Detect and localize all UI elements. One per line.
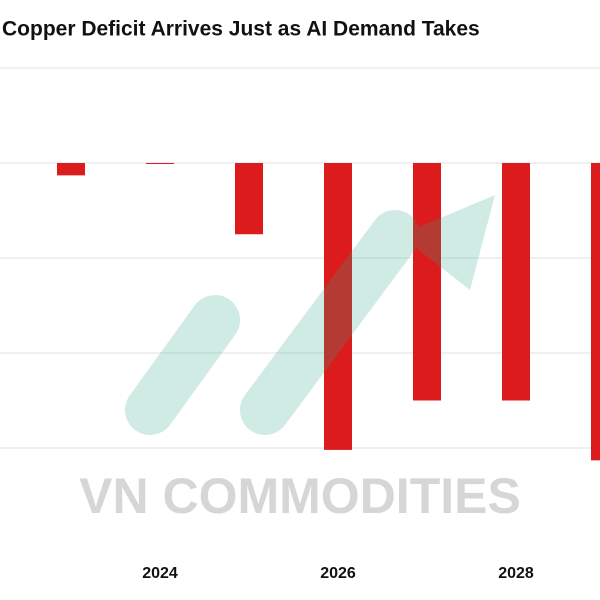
watermark: VN COMMODITIES — [79, 468, 521, 524]
bar — [502, 163, 530, 401]
bar — [324, 163, 352, 450]
x-tick-label: 2028 — [498, 565, 534, 582]
watermark-logo — [125, 195, 495, 435]
chart-title: Copper Deficit Arrives Just as AI Demand… — [2, 18, 480, 41]
bar — [591, 163, 600, 461]
bar — [235, 163, 263, 235]
plot-area: 2022202420262028 — [0, 67, 600, 582]
bar — [146, 163, 174, 164]
x-tick-label: 2026 — [320, 565, 356, 582]
bar — [413, 163, 441, 401]
bar — [57, 163, 85, 176]
x-tick-label: 2024 — [142, 565, 178, 582]
